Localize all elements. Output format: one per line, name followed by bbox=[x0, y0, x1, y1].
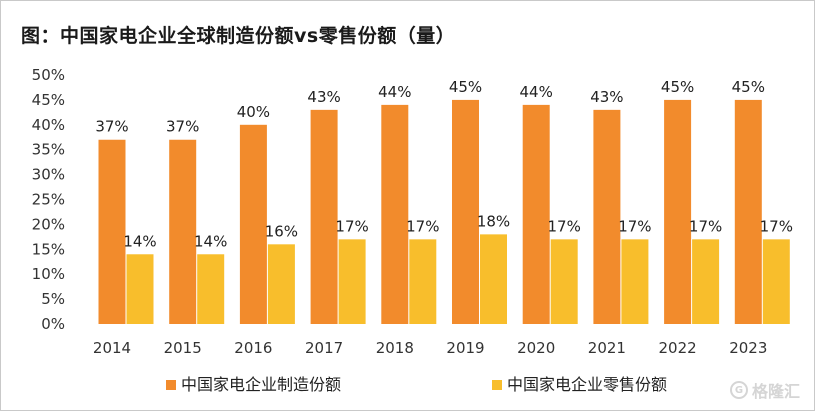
bar-retail bbox=[197, 254, 225, 324]
x-tick-label: 2014 bbox=[93, 339, 131, 357]
y-tick-label: 35% bbox=[32, 141, 65, 159]
x-tick-label: 2016 bbox=[234, 339, 272, 357]
bar-retail bbox=[267, 244, 295, 324]
x-axis: 2014 2015 2016 2017 2018 2019 2020 2021 2022 2023 bbox=[93, 339, 767, 357]
watermark: G 格隆汇 bbox=[729, 378, 800, 402]
bar-manufacturing bbox=[169, 139, 197, 324]
x-tick-label: 2017 bbox=[305, 339, 343, 357]
bar-manufacturing bbox=[522, 104, 550, 324]
legend-swatch-retail bbox=[492, 380, 502, 390]
x-tick-label: 2019 bbox=[446, 339, 484, 357]
data-label-manufacturing: 45% bbox=[449, 78, 482, 96]
data-label-manufacturing: 45% bbox=[661, 78, 694, 96]
y-tick-label: 10% bbox=[32, 265, 65, 283]
bar-retail bbox=[480, 234, 507, 324]
bar-manufacturing bbox=[381, 104, 409, 324]
legend-label-retail: 中国家电企业零售份额 bbox=[507, 375, 667, 394]
bar-manufacturing bbox=[593, 109, 621, 324]
logo-icon: G bbox=[729, 381, 748, 399]
bar-retail bbox=[126, 254, 154, 324]
data-label-manufacturing: 43% bbox=[307, 88, 340, 106]
x-tick-label: 2015 bbox=[164, 339, 202, 357]
y-tick-label: 25% bbox=[32, 191, 65, 209]
y-tick-label: 20% bbox=[32, 215, 65, 233]
y-tick-label: 30% bbox=[32, 166, 65, 184]
y-tick-label: 0% bbox=[41, 315, 65, 333]
bar-manufacturing bbox=[310, 109, 338, 324]
x-tick-label: 2020 bbox=[517, 339, 555, 357]
bar-retail bbox=[692, 239, 720, 324]
data-label-retail: 17% bbox=[618, 217, 651, 235]
data-label-manufacturing: 44% bbox=[378, 83, 411, 101]
y-tick-label: 5% bbox=[41, 290, 65, 308]
data-label-retail: 17% bbox=[548, 217, 581, 235]
bar-manufacturing bbox=[98, 139, 126, 324]
y-tick-label: 40% bbox=[32, 116, 65, 134]
data-label-retail: 17% bbox=[335, 217, 368, 235]
bar-retail bbox=[338, 239, 366, 324]
y-tick-label: 45% bbox=[32, 91, 65, 109]
y-tick-label: 15% bbox=[32, 240, 65, 258]
bar-retail bbox=[621, 239, 649, 324]
bar-manufacturing bbox=[664, 99, 692, 325]
data-labels: 37% 37% 40% 43% 44% 45% 44% 43% 45% 45% 14% 14% 16% 1… bbox=[95, 78, 793, 250]
watermark-text: 格隆汇 bbox=[751, 382, 800, 401]
data-label-manufacturing: 37% bbox=[166, 118, 199, 136]
bar-manufacturing bbox=[452, 99, 479, 325]
data-label-manufacturing: 43% bbox=[590, 88, 623, 106]
legend-swatch-manufacturing bbox=[166, 380, 176, 390]
data-label-retail: 16% bbox=[265, 222, 298, 240]
bars bbox=[98, 99, 790, 325]
x-tick-label: 2021 bbox=[588, 339, 626, 357]
legend: 中国家电企业制造份额 中国家电企业零售份额 bbox=[166, 375, 667, 394]
bar-manufacturing bbox=[734, 99, 762, 325]
data-label-retail: 14% bbox=[123, 232, 156, 250]
bar-retail bbox=[550, 239, 578, 324]
x-tick-label: 2022 bbox=[659, 339, 697, 357]
data-label-manufacturing: 44% bbox=[520, 83, 553, 101]
data-label-manufacturing: 45% bbox=[732, 78, 765, 96]
data-label-retail: 17% bbox=[760, 217, 793, 235]
data-label-retail: 17% bbox=[406, 217, 439, 235]
x-tick-label: 2018 bbox=[376, 339, 414, 357]
chart-title: 图：中国家电企业全球制造份额vs零售份额（量） bbox=[21, 25, 456, 47]
legend-label-manufacturing: 中国家电企业制造份额 bbox=[181, 375, 341, 394]
y-tick-label: 50% bbox=[32, 66, 65, 84]
data-label-retail: 14% bbox=[194, 232, 227, 250]
bar-retail bbox=[409, 239, 437, 324]
data-label-retail: 18% bbox=[477, 212, 510, 230]
bar-retail bbox=[762, 239, 790, 324]
data-label-retail: 17% bbox=[689, 217, 722, 235]
bar-manufacturing bbox=[239, 124, 267, 324]
data-label-manufacturing: 40% bbox=[237, 103, 270, 121]
data-label-manufacturing: 37% bbox=[95, 118, 128, 136]
y-axis: 0% 5% 10% 15% 20% 25% 30% 35% 40% 45% 50% bbox=[32, 66, 65, 333]
x-tick-label: 2023 bbox=[729, 339, 767, 357]
